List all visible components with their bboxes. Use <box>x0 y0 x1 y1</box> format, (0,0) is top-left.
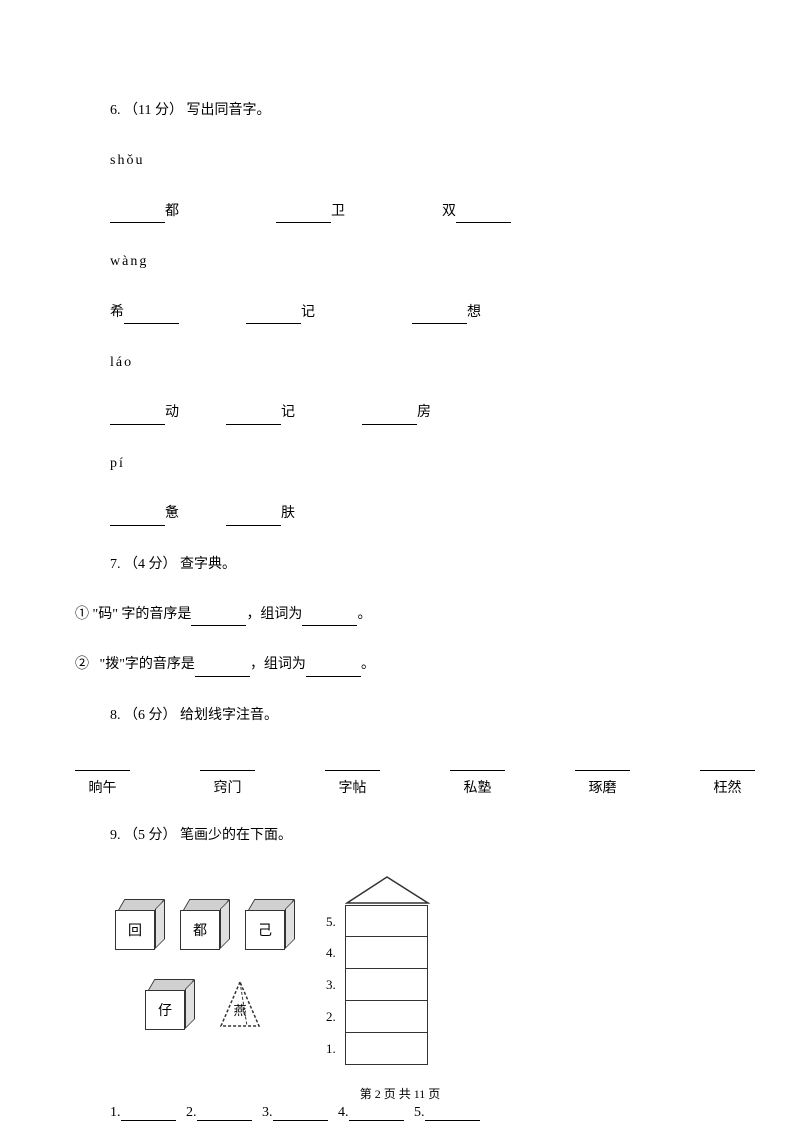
fill-blank[interactable] <box>197 1105 252 1121</box>
fill-blank[interactable] <box>362 409 417 425</box>
q6-g0-pinyin: shǒu <box>110 150 725 172</box>
fill-blank[interactable] <box>110 409 165 425</box>
q8-col-3: 私塾 <box>450 755 505 797</box>
q6-g3-row: 惫 肤 <box>110 503 725 525</box>
q7-item-1: ② "拨"字的音序是，组词为。 <box>75 654 725 676</box>
fill-blank[interactable] <box>110 510 165 526</box>
q8-col-5: 枉然 <box>700 755 755 797</box>
q9-number: 9. <box>110 828 121 843</box>
cube-1: 都 <box>180 900 230 950</box>
fill-blank[interactable] <box>246 308 301 324</box>
fill-blank[interactable] <box>191 610 246 626</box>
q6-title: 写出同音字。 <box>186 103 270 118</box>
q9-answers: 1. 2. 3. 4. 5. <box>110 1105 725 1121</box>
q8-header: 8. （6 分） 给划线字注音。 <box>110 705 725 727</box>
q7-title: 查字典。 <box>180 557 236 572</box>
q7-points: （4 分） <box>124 557 177 572</box>
pyramid: 燕 <box>215 980 265 1030</box>
fill-blank[interactable] <box>110 207 165 223</box>
q6-g1-pinyin: wàng <box>110 251 725 273</box>
cube-0: 回 <box>115 900 165 950</box>
q8-col-0: 晌午 <box>75 755 130 797</box>
q8-number: 8. <box>110 708 121 723</box>
tower: 5. 4. 3. 2. 1. <box>345 875 430 1065</box>
q9-header: 9. （5 分） 笔画少的在下面。 <box>110 825 725 847</box>
fill-blank[interactable] <box>349 1105 404 1121</box>
q6-header: 6. （11 分） 写出同音字。 <box>110 100 725 122</box>
q6-number: 6. <box>110 103 121 118</box>
fill-blank[interactable] <box>75 755 130 771</box>
fill-blank[interactable] <box>121 1105 176 1121</box>
q8-points: （6 分） <box>124 708 177 723</box>
fill-blank[interactable] <box>200 755 255 771</box>
fill-blank[interactable] <box>273 1105 328 1121</box>
q8-row: 晌午 窍门 字帖 私塾 琢磨 枉然 <box>75 755 755 797</box>
fill-blank[interactable] <box>124 308 179 324</box>
fill-blank[interactable] <box>302 610 357 626</box>
q8-col-1: 窍门 <box>200 755 255 797</box>
q6-points: （11 分） <box>124 103 183 118</box>
q7-number: 7. <box>110 557 121 572</box>
fill-blank[interactable] <box>425 1105 480 1121</box>
page-footer: 第 2 页 共 11 页 <box>0 1085 800 1102</box>
q9-diagram: 回 都 己 仔 燕 5. 4. 3. <box>110 875 450 1085</box>
q8-title: 给划线字注音。 <box>180 708 278 723</box>
fill-blank[interactable] <box>456 207 511 223</box>
q6-g2-row: 动 记 房 <box>110 402 725 424</box>
q9-title: 笔画少的在下面。 <box>180 828 292 843</box>
fill-blank[interactable] <box>450 755 505 771</box>
fill-blank[interactable] <box>226 510 281 526</box>
fill-blank[interactable] <box>226 409 281 425</box>
fill-blank[interactable] <box>700 755 755 771</box>
q7-header: 7. （4 分） 查字典。 <box>110 554 725 576</box>
fill-blank[interactable] <box>575 755 630 771</box>
fill-blank[interactable] <box>195 661 250 677</box>
cube-2: 己 <box>245 900 295 950</box>
fill-blank[interactable] <box>325 755 380 771</box>
q7-item-0: ① "码" 字的音序是，组词为。 <box>75 604 725 626</box>
q6-g3-pinyin: pí <box>110 453 725 475</box>
q6-g2-pinyin: láo <box>110 352 725 374</box>
q6-g1-row: 希 记 想 <box>110 302 725 324</box>
page-content: 6. （11 分） 写出同音字。 shǒu 都 卫 双 wàng 希 记 想 l… <box>75 100 725 1121</box>
fill-blank[interactable] <box>276 207 331 223</box>
q9-points: （5 分） <box>124 828 177 843</box>
svg-text:燕: 燕 <box>233 1003 246 1018</box>
q8-col-2: 字帖 <box>325 755 380 797</box>
fill-blank[interactable] <box>306 661 361 677</box>
q6-g0-row: 都 卫 双 <box>110 201 725 223</box>
q8-col-4: 琢磨 <box>575 755 630 797</box>
cube-3: 仔 <box>145 980 195 1030</box>
fill-blank[interactable] <box>412 308 467 324</box>
